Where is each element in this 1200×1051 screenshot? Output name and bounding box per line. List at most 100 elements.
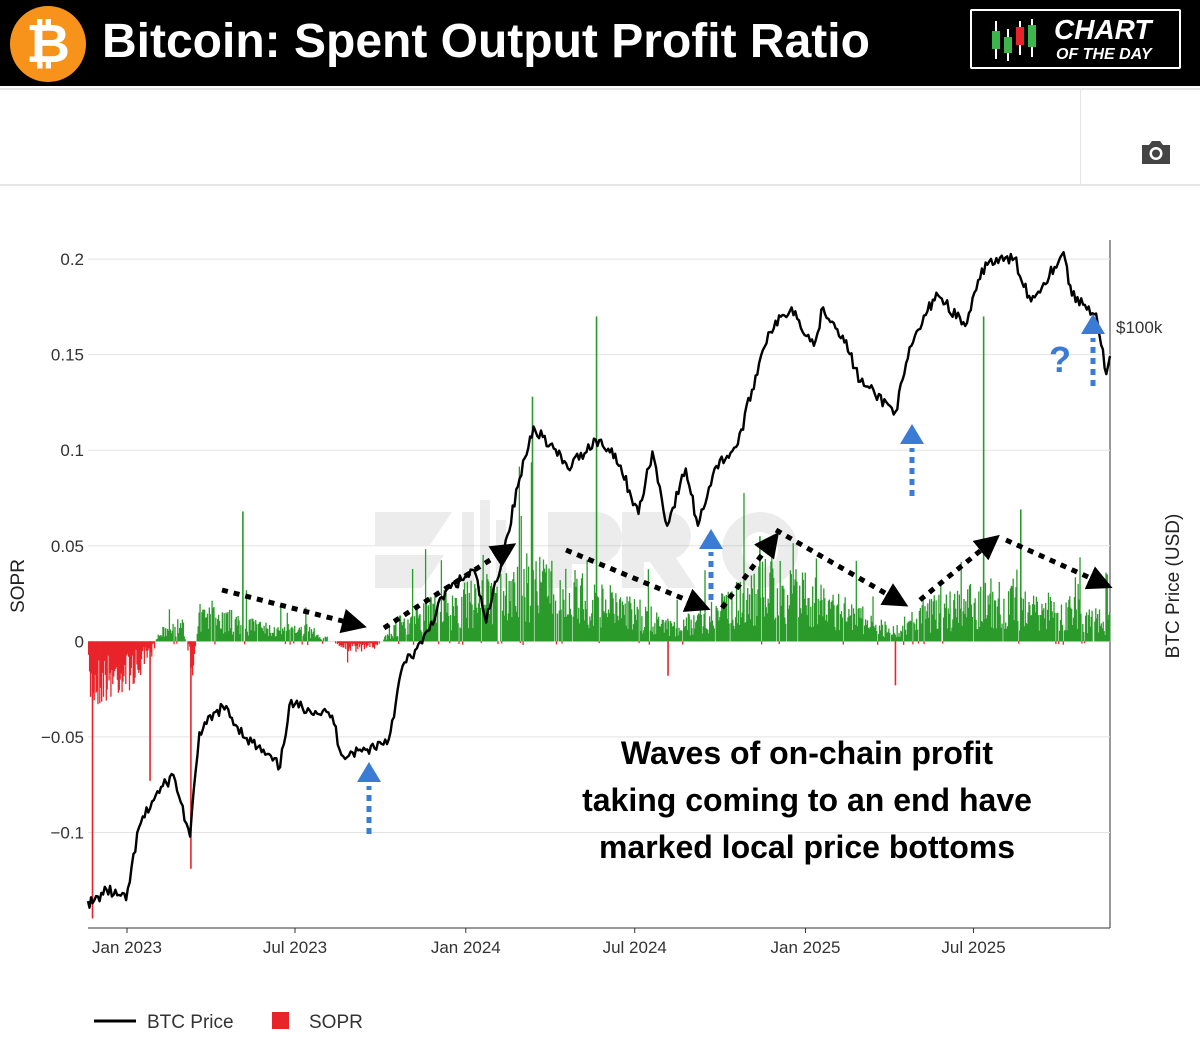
sopr-bar [523, 568, 525, 642]
sopr-bar [581, 573, 584, 642]
sopr-bar [191, 641, 194, 676]
x-tick-label: Jan 2025 [771, 938, 841, 957]
sopr-bar [852, 608, 855, 642]
sopr-bar [731, 591, 733, 642]
header-bar: ₿ Bitcoin: Spent Output Profit Ratio CHA… [0, 0, 1200, 86]
sopr-bar [1030, 615, 1032, 642]
sopr-bar [386, 634, 389, 642]
sopr-bar [742, 593, 744, 642]
sopr-bar [686, 629, 689, 642]
sopr-bar [425, 602, 428, 642]
y-tick-label: −0.05 [41, 728, 84, 747]
sopr-bar [416, 607, 418, 642]
sopr-bar [671, 626, 674, 642]
sopr-bar [372, 641, 374, 648]
sopr-bar [662, 619, 664, 642]
trend-arrow [565, 547, 711, 612]
sopr-bar [543, 568, 546, 642]
sopr-bar [267, 629, 269, 642]
sopr-bar [917, 641, 920, 644]
sopr-bar [400, 622, 403, 642]
sopr-bar [962, 611, 964, 642]
sopr-bars [88, 316, 1111, 919]
sopr-bar [282, 628, 284, 642]
sopr-bar [960, 561, 962, 642]
sopr-bar [826, 621, 829, 642]
sopr-bar [673, 621, 676, 642]
sopr-bar [750, 575, 753, 642]
sopr-bar [1098, 609, 1101, 642]
sopr-bar [1053, 602, 1055, 642]
x-tick-label: Jul 2025 [941, 938, 1005, 957]
sopr-bar [1036, 601, 1038, 642]
y-tick-label: 0.15 [51, 346, 84, 365]
bitcoin-logo-icon: ₿ [10, 6, 86, 82]
sopr-bar [855, 560, 857, 642]
sopr-bar [822, 616, 824, 642]
sopr-bar [783, 588, 785, 642]
sopr-bar [1010, 585, 1012, 642]
sopr-bar [94, 641, 96, 675]
sopr-bar [217, 614, 220, 642]
sopr-bar [540, 581, 542, 642]
sopr-bar [468, 592, 470, 642]
sopr-bar [287, 623, 289, 642]
sopr-bar [928, 599, 931, 642]
sopr-bar [166, 628, 169, 642]
sopr-bar [398, 641, 400, 644]
sopr-bar [125, 641, 127, 685]
sopr-bar [228, 631, 230, 642]
sopr-bar [861, 618, 863, 642]
sopr-bar [1078, 599, 1080, 642]
sopr-bar [1027, 612, 1029, 642]
sopr-bar [525, 621, 527, 642]
annotation-line-2: taking coming to an end have [582, 782, 1032, 818]
sopr-bar [812, 626, 815, 642]
sopr-bar [326, 636, 328, 642]
sopr-bar [259, 621, 262, 642]
sopr-bar [1014, 597, 1016, 642]
sopr-bar [805, 605, 807, 642]
sopr-bar [664, 622, 666, 642]
sopr-bar [325, 637, 327, 642]
sopr-bar [1041, 603, 1043, 642]
sopr-bar [545, 564, 547, 642]
sopr-bar [127, 641, 130, 657]
sopr-bar [1075, 609, 1077, 642]
sopr-bar-spike [759, 536, 761, 642]
sopr-bar [366, 641, 368, 646]
sopr-bar [830, 601, 832, 642]
camera-icon [1142, 141, 1170, 164]
sopr-bar [189, 641, 191, 647]
sopr-bar [874, 627, 876, 642]
download-image-button[interactable] [1139, 137, 1173, 167]
annotation-line-1: Waves of on-chain profit [621, 735, 994, 771]
sopr-bar [882, 635, 884, 642]
sopr-bar [535, 561, 537, 642]
sopr-bar [93, 641, 95, 701]
sopr-bar [947, 608, 949, 642]
sopr-bar [502, 591, 505, 642]
sopr-bar [450, 615, 452, 642]
sopr-bar [808, 597, 810, 642]
sopr-bar [953, 600, 955, 642]
sopr-bar [160, 635, 162, 642]
sopr-bar [1058, 641, 1060, 644]
sopr-bar [624, 603, 626, 642]
sopr-bar [196, 633, 198, 642]
sopr-bar [347, 641, 350, 652]
sopr-bar [1063, 630, 1065, 642]
sopr-bar [846, 621, 848, 642]
sopr-bar [1006, 628, 1008, 642]
sopr-bar [197, 626, 199, 642]
sopr-bar [618, 599, 621, 642]
legend[interactable]: BTC Price SOPR [94, 1012, 363, 1033]
sopr-bar [448, 615, 450, 642]
sopr-bar [700, 614, 702, 642]
x-axis-ticks: Jan 2023 Jul 2023 Jan 2024 Jul 2024 Jan 2025… [92, 928, 1006, 957]
sopr-bar [604, 612, 606, 642]
sopr-bar [269, 633, 272, 642]
sopr-bar [263, 625, 265, 642]
sopr-bar [756, 615, 758, 642]
btc-price-line [86, 251, 1112, 909]
